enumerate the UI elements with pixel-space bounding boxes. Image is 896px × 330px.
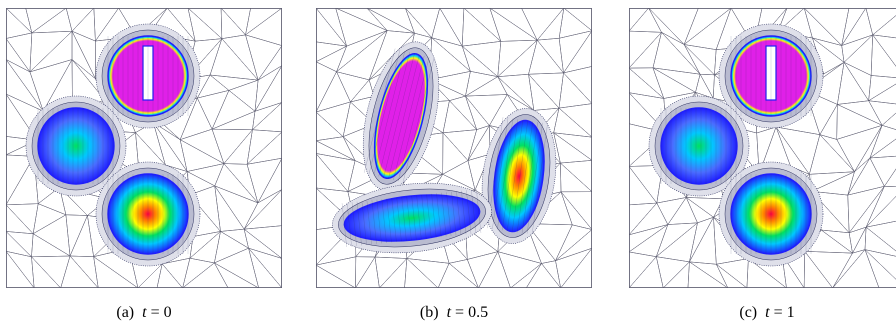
caption-b-value: 0.5	[468, 304, 489, 321]
panel-a-mesh	[6, 8, 282, 288]
slotted-disk	[95, 23, 201, 129]
caption-a-variable: t	[142, 304, 147, 321]
panel-c-mesh	[629, 8, 896, 288]
slotted-disk-deformed	[362, 41, 440, 191]
caption-b-label: (b)	[419, 304, 439, 321]
mesh-plot-b	[316, 8, 592, 288]
caption-b-relation: =	[455, 304, 465, 321]
caption-b-variable: t	[446, 304, 452, 321]
smooth-hump	[648, 95, 750, 197]
caption-a-relation: =	[150, 304, 160, 321]
caption-a-label: (a)	[116, 304, 135, 321]
mesh-plot-a	[6, 8, 282, 288]
mesh-plot-c	[629, 8, 896, 288]
panel-b-mesh	[316, 8, 592, 288]
caption-c-label: (c)	[739, 304, 758, 321]
slotted-disk	[718, 23, 824, 129]
smooth-hump-deformed	[332, 182, 492, 254]
caption-b: (b) t = 0.5	[316, 304, 592, 322]
caption-c: (c) t = 1	[629, 304, 896, 322]
caption-c-relation: =	[773, 304, 783, 321]
cone	[95, 161, 201, 267]
caption-a-value: 0	[163, 304, 172, 321]
caption-c-value: 1	[786, 304, 795, 321]
cone	[718, 161, 824, 267]
caption-a: (a) t = 0	[6, 304, 282, 322]
cone-deformed	[481, 108, 557, 244]
smooth-hump	[25, 95, 127, 197]
caption-c-variable: t	[765, 304, 770, 321]
